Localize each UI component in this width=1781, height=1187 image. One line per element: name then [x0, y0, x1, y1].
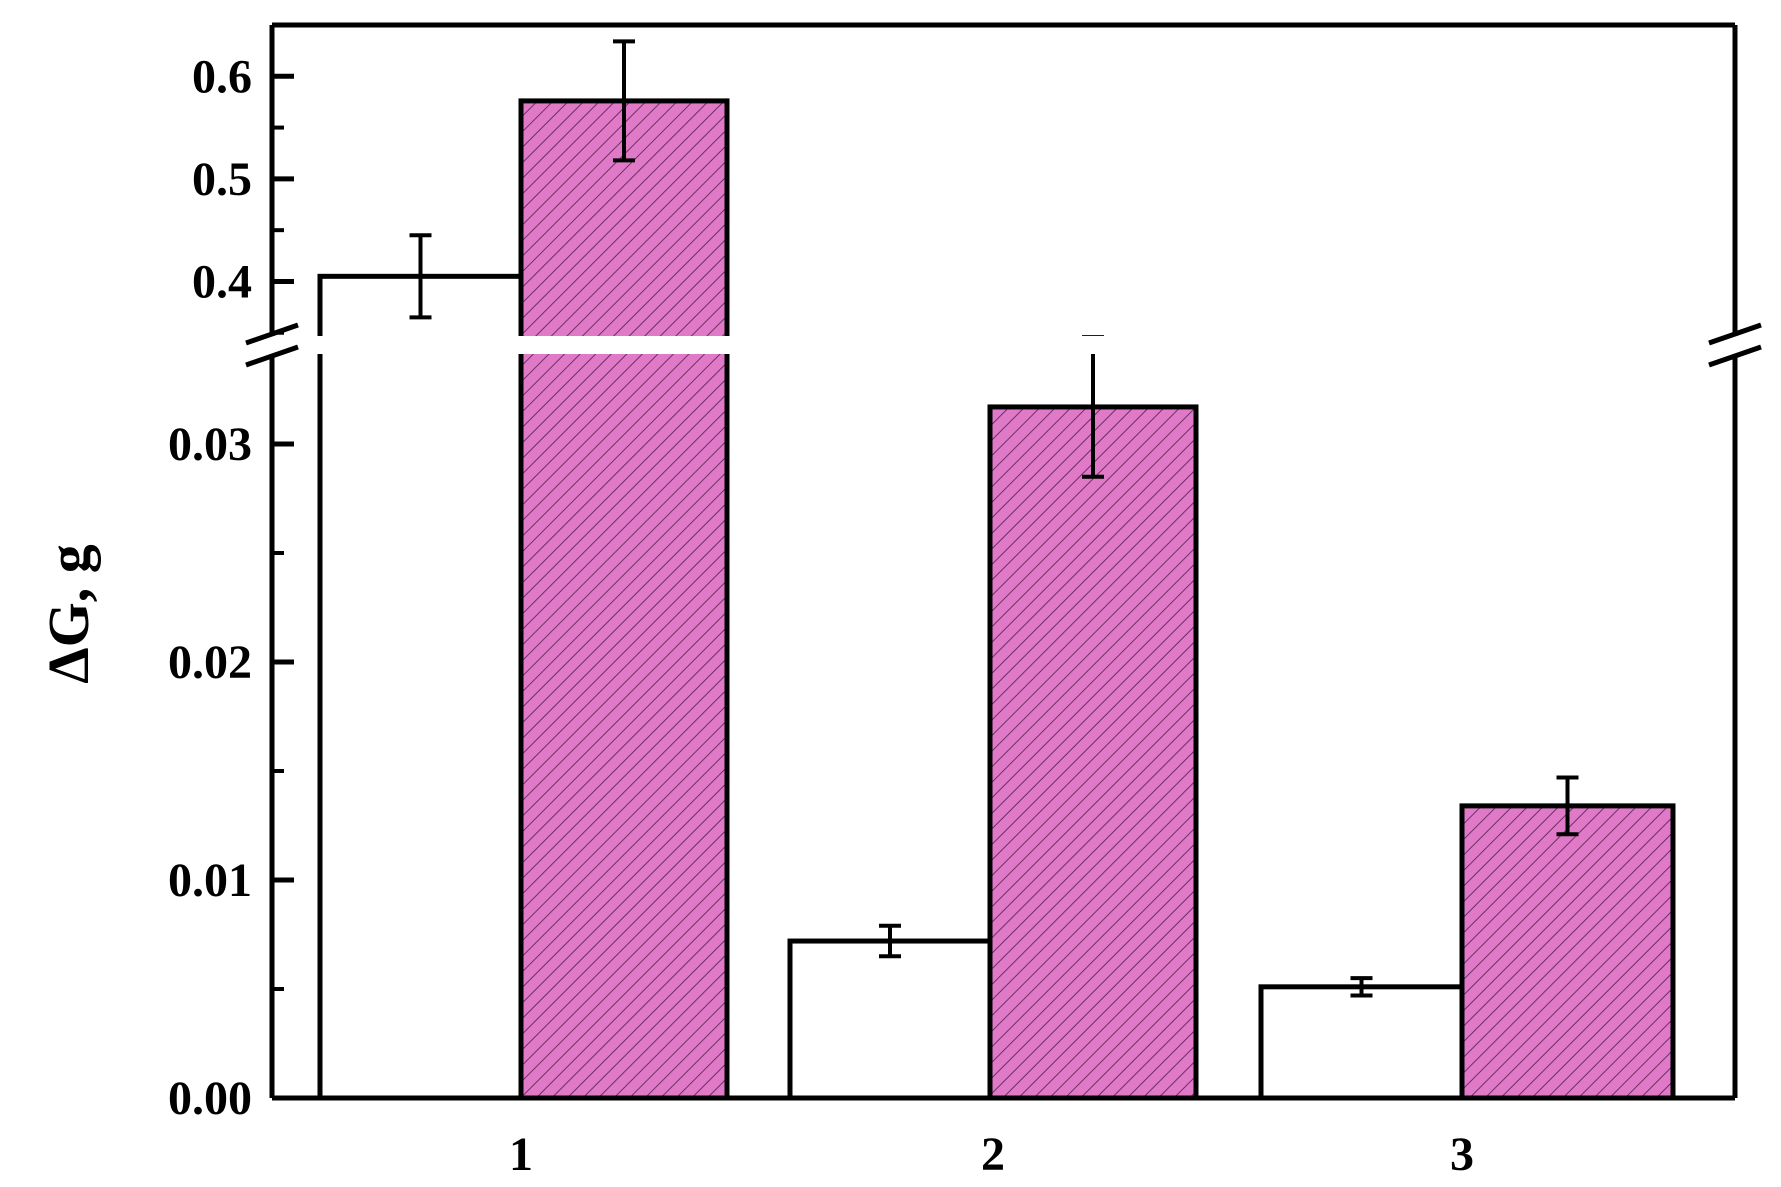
bar-cat1-series2	[518, 98, 730, 1101]
y-upper-tick-label: 0.5	[192, 153, 252, 206]
error-bar-cat2-series1	[879, 923, 901, 959]
error-bar-cat3-series2	[1556, 775, 1579, 837]
y-lower-tick-label: 0.01	[168, 854, 252, 907]
y-upper-tick-label: 0.4	[192, 255, 252, 308]
y-lower-tick-label: 0.00	[168, 1072, 252, 1125]
axis-break-gap	[274, 336, 1733, 354]
x-tick-label-3: 3	[1450, 1128, 1474, 1181]
bar-cat2-series1	[787, 938, 993, 1101]
bar-cat3-series2	[1459, 803, 1676, 1101]
y-axis-label: ΔG, g	[36, 544, 101, 683]
x-tick-label-2: 2	[981, 1128, 1005, 1181]
y-upper-tick-label: 0.6	[192, 50, 252, 103]
error-bar-cat1-series2	[613, 39, 635, 163]
y-lower-tick-label: 0.02	[168, 636, 252, 689]
error-bar-cat3-series1	[1350, 976, 1373, 998]
bar-cat1-series1	[317, 273, 524, 1101]
bar-cat3-series1	[1258, 984, 1465, 1101]
y-lower-tick-label: 0.03	[168, 418, 252, 471]
x-tick-label-1: 1	[509, 1128, 533, 1181]
error-bar-cat1-series1	[409, 233, 432, 320]
bars-layer	[317, 98, 1676, 1101]
bar-cat2-series2	[987, 404, 1199, 1101]
y-axis-ticks: 0.00 0.01 0.02 0.03 0.4 0.5 0.6	[168, 23, 294, 1125]
x-axis-tick-labels: 1 2 3	[509, 1128, 1474, 1181]
